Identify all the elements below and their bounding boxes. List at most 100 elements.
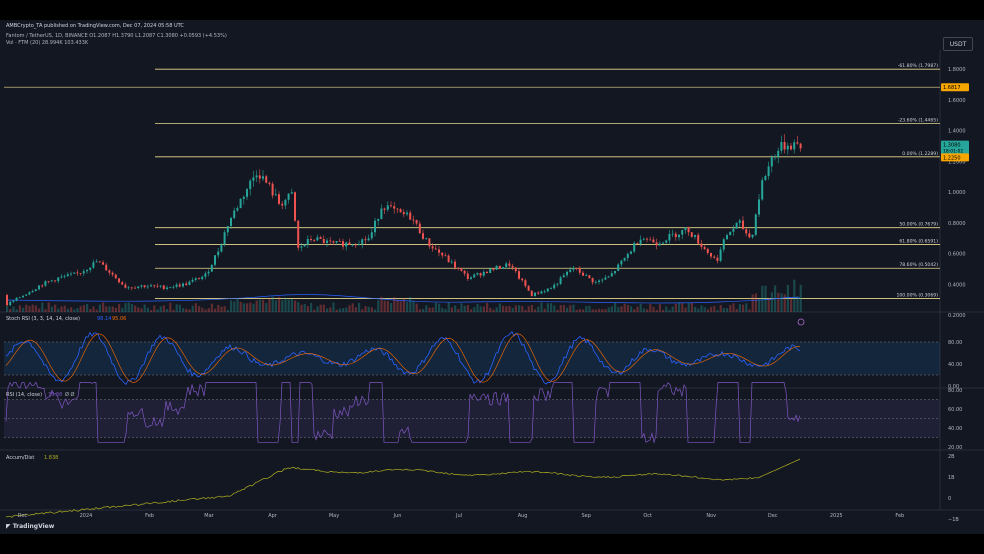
volume-bar [265, 303, 268, 312]
stoch-d-line [5, 333, 801, 383]
candle-body [63, 276, 66, 277]
candle-body [358, 244, 360, 246]
volume-bar [230, 300, 233, 312]
candle-body [130, 287, 133, 289]
candle-body [76, 272, 79, 274]
volume-bar [348, 305, 351, 312]
volume-bar [511, 308, 514, 312]
candle-body [780, 142, 783, 151]
candle-body [607, 276, 610, 278]
published-line: AMBCrypto_TA published on TradingView.co… [6, 23, 184, 29]
candle-body [268, 182, 271, 184]
volume-bar [745, 303, 748, 312]
candle-body [786, 145, 789, 150]
volume-bar [268, 298, 271, 312]
volume-bar [130, 304, 133, 312]
volume-bar [492, 309, 495, 312]
candle-body [620, 260, 623, 265]
candle-body [412, 219, 415, 221]
candle-body [454, 261, 456, 268]
candle-body [185, 283, 188, 286]
candle-body [774, 156, 776, 158]
volume-bar [223, 306, 226, 312]
candle-body [220, 244, 223, 252]
candle-body [114, 274, 117, 279]
candle-body [470, 277, 472, 279]
candle-body [191, 279, 194, 282]
time-axis-label: Jul [455, 513, 462, 519]
candle-body [460, 268, 463, 271]
volume-bar [194, 303, 197, 312]
volume-bar [47, 302, 50, 312]
volume-bar [233, 301, 236, 312]
volume-bar [447, 302, 450, 312]
volume-bar [159, 306, 162, 312]
volume-bar [399, 301, 402, 312]
volume-bar [527, 306, 530, 312]
volume-bar [374, 309, 377, 312]
candle-body [6, 295, 8, 306]
volume-bar [508, 306, 511, 312]
candle-body [95, 261, 98, 263]
candle-body [15, 297, 18, 301]
volume-bar [719, 305, 722, 312]
volume-bar [239, 301, 242, 312]
volume-bar [98, 304, 101, 312]
volume-bar [598, 308, 601, 312]
accum-dist-title: Accum/Dist [6, 455, 34, 461]
candle-body [524, 280, 527, 287]
volume-bar [665, 306, 668, 312]
volume-bar [342, 308, 345, 312]
volume-bar [617, 307, 620, 312]
candle-body [204, 273, 207, 277]
candle-body [111, 272, 114, 275]
candle-body [652, 239, 655, 243]
candle-body [137, 286, 140, 288]
volume-bar [242, 303, 245, 312]
volume-bar [108, 306, 111, 312]
candle-body [370, 232, 373, 239]
candle-body [642, 238, 645, 240]
candle-body [537, 292, 540, 294]
accum-dist-value: 1.838 [44, 455, 58, 461]
candle-body [287, 193, 290, 200]
volume-bar [614, 302, 617, 312]
volume-bar [783, 294, 786, 312]
currency-selector-button[interactable]: USDT [943, 37, 973, 51]
volume-bar [252, 303, 255, 312]
candle-body [764, 176, 767, 181]
candle-body [754, 214, 757, 235]
candle-body [601, 279, 604, 281]
price-tag [941, 153, 969, 162]
volume-bar [444, 308, 447, 312]
candle-body [610, 273, 613, 277]
candle-body [271, 183, 274, 196]
candle-body [127, 287, 130, 289]
candle-body [729, 231, 732, 236]
candle-body [447, 255, 450, 262]
volume-bar [662, 309, 665, 312]
price-tag-label: 1.2250 [943, 155, 961, 161]
volume-bar [338, 308, 341, 312]
volume-bar [591, 309, 594, 312]
candle-body [476, 272, 479, 275]
candle-body [428, 238, 431, 247]
volume-bar [594, 309, 597, 312]
volume-bar [207, 308, 210, 312]
volume-bar [386, 300, 389, 312]
candle-body [390, 205, 392, 207]
candle-body [140, 285, 143, 287]
volume-bar [790, 298, 793, 312]
candle-body [150, 285, 152, 287]
candle-body [502, 267, 504, 269]
fib-level-label: -61.80% (1.7987) [898, 63, 938, 69]
volume-bar [482, 306, 485, 312]
candle-body [79, 273, 82, 275]
candle-body [262, 176, 264, 179]
candle-body [338, 241, 341, 242]
volume-bar [406, 302, 409, 312]
chart-canvas[interactable]: 1.8000 1.6000 1.4000 1.2000 1.0000 0.8000 0.60… [0, 20, 984, 534]
tradingview-logo[interactable]: ◤ TradingView [6, 523, 54, 530]
candle-body [505, 263, 508, 268]
candle-body [194, 278, 197, 280]
